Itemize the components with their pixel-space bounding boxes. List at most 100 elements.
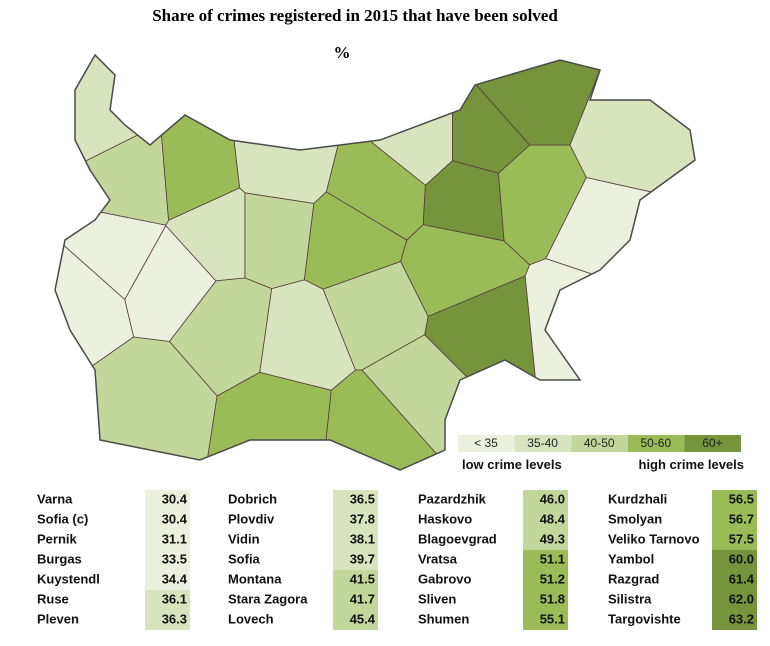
value-cell [712,550,757,570]
region-name: Blagoevgrad [418,531,497,546]
legend-swatch [684,435,741,452]
legend-swatch [571,435,628,452]
region-name: Sliven [418,591,456,606]
region-name: Montana [228,571,282,586]
value-cell [523,590,568,610]
value-cell [145,490,190,510]
value-cell [712,610,757,630]
region [524,258,695,470]
region-value: 56.5 [729,491,754,506]
region-name: Varna [37,491,73,506]
value-cell [333,610,378,630]
value-cell [145,510,190,530]
value-cell [712,570,757,590]
region [221,55,345,204]
value-cell [523,550,568,570]
region-value: 36.5 [350,491,375,506]
value-cell [523,490,568,510]
value-cell [712,490,757,510]
legend-label: 35-40 [527,436,558,450]
map [55,55,695,470]
legend-swatch [514,435,572,452]
region-value: 30.4 [162,511,188,526]
legend-label: 40-50 [584,436,615,450]
region-value: 31.1 [162,531,187,546]
region-name: Pernik [37,531,78,546]
region-value: 57.5 [729,531,754,546]
value-cell [712,510,757,530]
region-name: Sofia [228,551,261,566]
region-value: 48.4 [540,511,566,526]
region-name: Ruse [37,591,69,606]
region-name: Kurdzhali [608,491,667,506]
region-value: 39.7 [350,551,375,566]
legend-low: low crime levels [462,457,562,472]
legend-label: < 35 [474,436,498,450]
table: Varna 30.4 Sofia (c) 30.4 Pernik 31.1 Burgas 33… [37,490,757,630]
region-value: 41.7 [350,591,375,606]
region-value: 51.2 [540,571,565,586]
value-cell [333,490,378,510]
value-cell [145,530,190,550]
region [422,160,505,242]
legend-swatch [627,435,685,452]
region-value: 62.0 [729,591,754,606]
region-name: Pazardzhik [418,491,487,506]
region-name: Stara Zagora [228,591,308,606]
region-value: 30.4 [162,491,188,506]
value-cell [712,590,757,610]
legend-high: high crime levels [639,457,745,472]
country-outline [54,53,696,471]
region-value: 41.5 [350,571,375,586]
region-name: Pleven [37,611,79,626]
legend-label: 50-60 [640,436,671,450]
region-value: 45.4 [350,611,376,626]
region-name: Plovdiv [228,511,275,526]
region-name: Kuystendl [37,571,100,586]
region-value: 34.4 [162,571,188,586]
subtitle: % [334,43,351,62]
region-name: Vidin [228,531,260,546]
value-cell [145,610,190,630]
region-value: 36.1 [162,591,187,606]
region-name: Shumen [418,611,469,626]
value-cell [145,570,190,590]
value-cell [523,530,568,550]
value-cell [145,550,190,570]
value-cell [333,550,378,570]
region-value: 37.8 [350,511,375,526]
region-value: 55.1 [540,611,565,626]
region-name: Veliko Tarnovo [608,531,700,546]
region-name: Lovech [228,611,274,626]
value-cell [712,530,757,550]
region-name: Razgrad [608,571,659,586]
value-cell [333,510,378,530]
value-cell [523,610,568,630]
region-name: Burgas [37,551,82,566]
region-value: 56.7 [729,511,754,526]
region-name: Targovishte [608,611,681,626]
region-value: 51.1 [540,551,565,566]
legend-label: 60+ [702,436,722,450]
value-cell [333,570,378,590]
legend: < 35 35-40 40-50 50-60 60+ [458,435,741,452]
region [325,119,426,241]
value-cell [333,590,378,610]
region-value: 46.0 [540,491,565,506]
region-value: 51.8 [540,591,565,606]
value-cell [523,570,568,590]
region-name: Dobrich [228,491,277,506]
region [160,55,241,221]
title: Share of crimes registered in 2015 that … [152,6,558,25]
region-value: 49.3 [540,531,565,546]
region-name: Gabrovo [418,571,472,586]
region-name: Yambol [608,551,654,566]
region-name: Silistra [608,591,652,606]
region-value: 36.3 [162,611,187,626]
value-cell [333,530,378,550]
region-value: 61.4 [729,571,755,586]
region-name: Haskovo [418,511,472,526]
value-cell [523,510,568,530]
region-value: 60.0 [729,551,754,566]
value-cell [145,590,190,610]
